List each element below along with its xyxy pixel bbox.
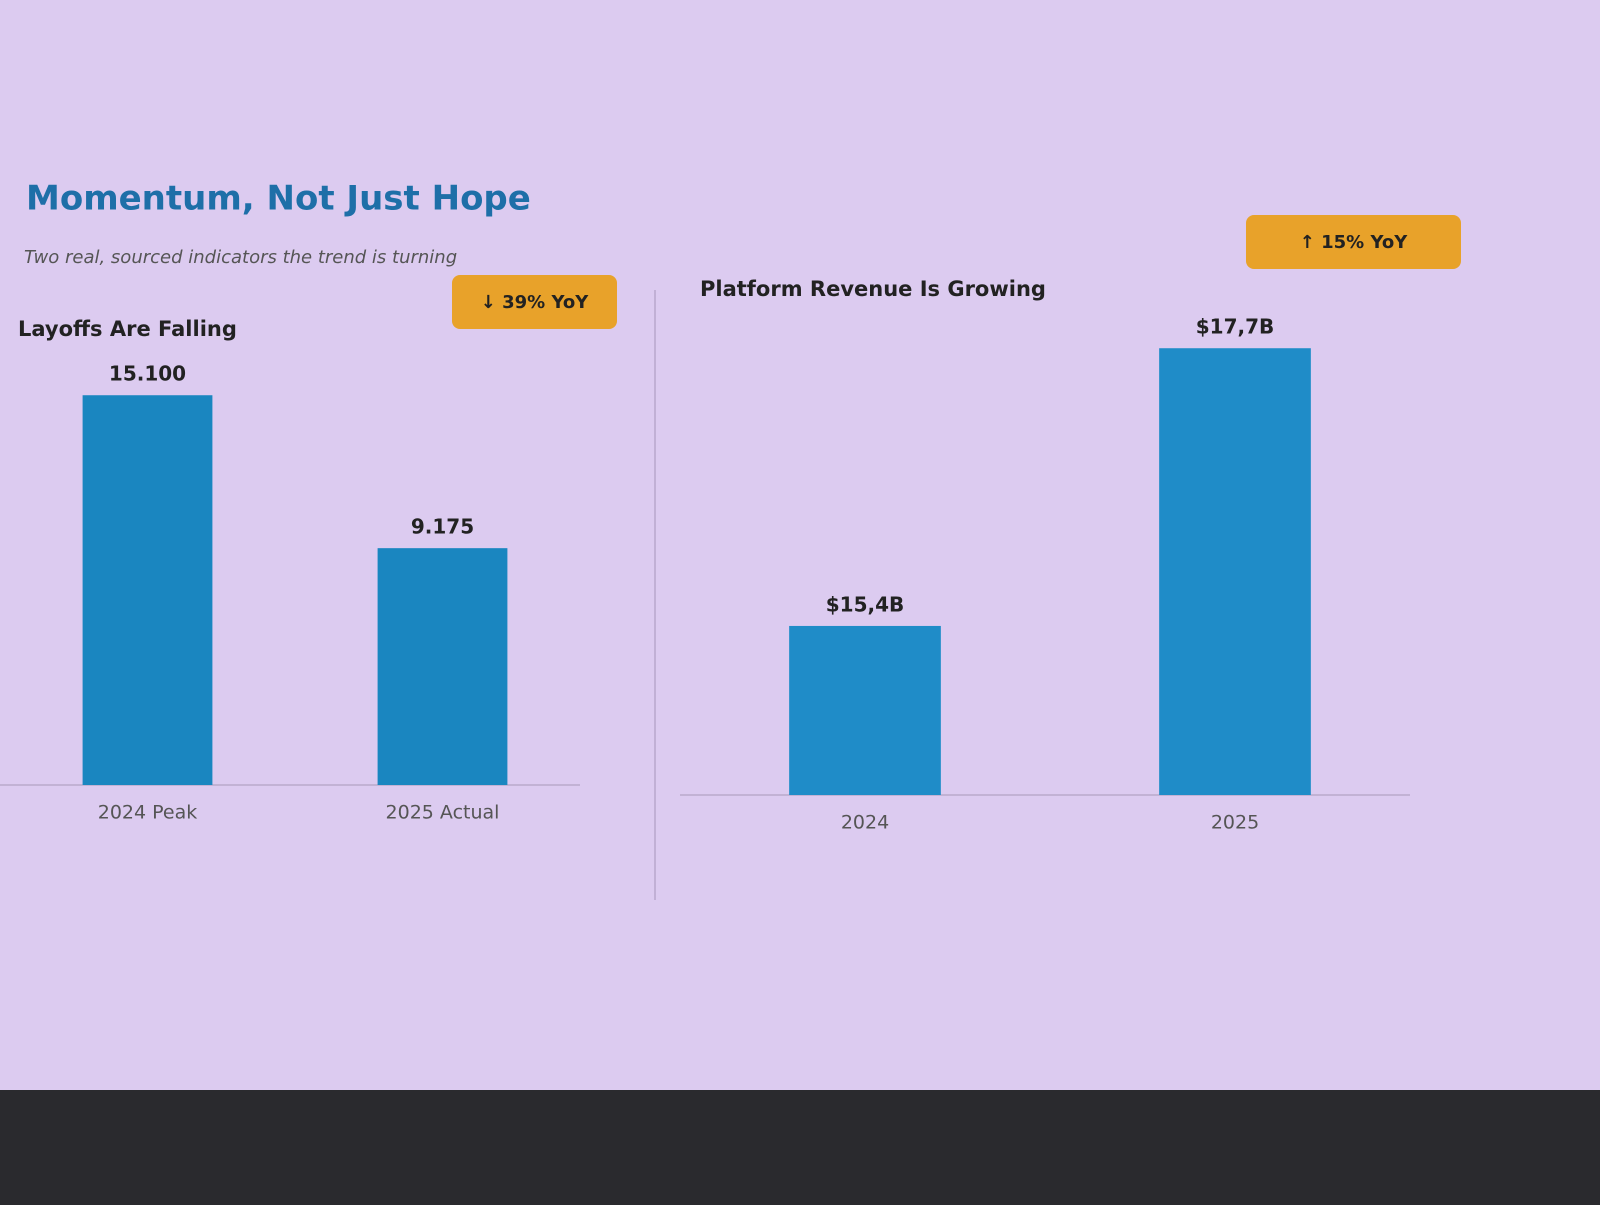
badge — [452, 275, 617, 329]
bar — [1159, 348, 1311, 795]
bar — [377, 548, 508, 785]
x-tick-label: 2024 — [841, 812, 889, 834]
value-label: 9.175 — [411, 515, 474, 539]
value-label: $17,7B — [1196, 315, 1275, 339]
chart-title: Platform Revenue Is Growing — [700, 277, 1046, 301]
bar — [82, 395, 213, 785]
slide-subtitle: Two real, sourced indicators the trend i… — [24, 247, 457, 268]
chart-title: Layoffs Are Falling — [18, 317, 237, 341]
badge-text: ↓ 39% YoY — [481, 292, 589, 313]
badge — [1246, 215, 1461, 269]
x-tick-label: 2025 — [1211, 812, 1259, 834]
slide-title: Momentum, Not Just Hope — [26, 179, 531, 219]
value-label: 15.100 — [109, 362, 186, 386]
screen-bezel — [0, 1090, 1600, 1205]
badge-text: ↑ 15% YoY — [1300, 232, 1408, 253]
x-tick-label: 2024 Peak — [98, 802, 198, 824]
bar — [789, 625, 941, 795]
value-label: $15,4B — [826, 592, 905, 616]
x-tick-label: 2025 Actual — [386, 802, 500, 824]
